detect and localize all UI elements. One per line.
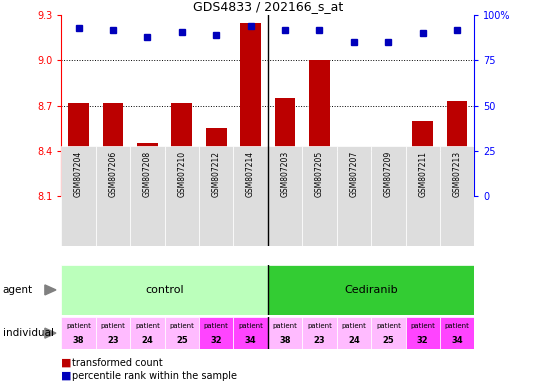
- Bar: [137, 143, 158, 196]
- Bar: [61, 146, 96, 246]
- Bar: [268, 146, 302, 246]
- Text: 23: 23: [313, 336, 325, 345]
- Bar: [371, 317, 406, 349]
- Text: GSM807210: GSM807210: [177, 151, 186, 197]
- Text: percentile rank within the sample: percentile rank within the sample: [72, 371, 237, 381]
- Bar: [406, 317, 440, 349]
- Title: GDS4833 / 202166_s_at: GDS4833 / 202166_s_at: [193, 0, 343, 13]
- Text: GSM807206: GSM807206: [108, 151, 117, 197]
- Text: individual: individual: [3, 328, 54, 338]
- Bar: [337, 146, 371, 246]
- Bar: [96, 146, 130, 246]
- Text: 38: 38: [279, 336, 291, 345]
- Text: GSM807213: GSM807213: [453, 151, 462, 197]
- Bar: [302, 146, 337, 246]
- Text: 38: 38: [73, 336, 84, 345]
- Text: 32: 32: [417, 336, 429, 345]
- Text: patient: patient: [445, 323, 470, 329]
- Text: control: control: [146, 285, 184, 295]
- Text: 32: 32: [211, 336, 222, 345]
- Bar: [199, 146, 233, 246]
- Text: 25: 25: [176, 336, 188, 345]
- Text: 24: 24: [348, 336, 360, 345]
- Text: GSM807208: GSM807208: [143, 151, 152, 197]
- Bar: [371, 146, 406, 246]
- Bar: [96, 317, 130, 349]
- Bar: [268, 317, 302, 349]
- Bar: [233, 146, 268, 246]
- Bar: [165, 146, 199, 246]
- Text: GSM807212: GSM807212: [212, 151, 221, 197]
- Text: GSM807205: GSM807205: [315, 151, 324, 197]
- Bar: [447, 101, 467, 196]
- Text: patient: patient: [238, 323, 263, 329]
- Text: agent: agent: [3, 285, 33, 295]
- Text: GSM807211: GSM807211: [418, 151, 427, 197]
- Bar: [302, 317, 337, 349]
- Text: 34: 34: [451, 336, 463, 345]
- Bar: [268, 265, 474, 315]
- Text: 34: 34: [245, 336, 256, 345]
- Text: Cediranib: Cediranib: [344, 285, 398, 295]
- Text: GSM807207: GSM807207: [350, 151, 358, 197]
- Text: 25: 25: [383, 336, 394, 345]
- Text: 24: 24: [141, 336, 153, 345]
- Bar: [309, 61, 330, 196]
- Text: GSM807214: GSM807214: [246, 151, 255, 197]
- Text: ■: ■: [61, 371, 75, 381]
- Bar: [440, 317, 474, 349]
- Bar: [406, 146, 440, 246]
- Text: patient: patient: [272, 323, 297, 329]
- Polygon shape: [45, 285, 56, 295]
- Text: patient: patient: [135, 323, 160, 329]
- Text: ■: ■: [61, 358, 75, 368]
- Text: GSM807204: GSM807204: [74, 151, 83, 197]
- Bar: [233, 317, 268, 349]
- Bar: [413, 121, 433, 196]
- Text: GSM807209: GSM807209: [384, 151, 393, 197]
- Bar: [337, 317, 371, 349]
- Bar: [199, 317, 233, 349]
- Bar: [61, 265, 268, 315]
- Bar: [102, 103, 123, 196]
- Text: patient: patient: [342, 323, 366, 329]
- Bar: [130, 146, 165, 246]
- Bar: [68, 103, 89, 196]
- Bar: [165, 317, 199, 349]
- Text: transformed count: transformed count: [72, 358, 163, 368]
- Bar: [130, 317, 165, 349]
- Bar: [274, 98, 295, 196]
- Polygon shape: [45, 328, 56, 338]
- Text: patient: patient: [307, 323, 332, 329]
- Bar: [172, 103, 192, 196]
- Bar: [240, 23, 261, 196]
- Text: 23: 23: [107, 336, 119, 345]
- Bar: [378, 193, 399, 196]
- Text: patient: patient: [169, 323, 194, 329]
- Text: patient: patient: [204, 323, 229, 329]
- Text: patient: patient: [410, 323, 435, 329]
- Bar: [61, 317, 96, 349]
- Text: patient: patient: [66, 323, 91, 329]
- Text: patient: patient: [376, 323, 401, 329]
- Bar: [440, 146, 474, 246]
- Bar: [344, 169, 364, 196]
- Text: patient: patient: [101, 323, 125, 329]
- Bar: [206, 128, 227, 196]
- Text: GSM807203: GSM807203: [280, 151, 289, 197]
